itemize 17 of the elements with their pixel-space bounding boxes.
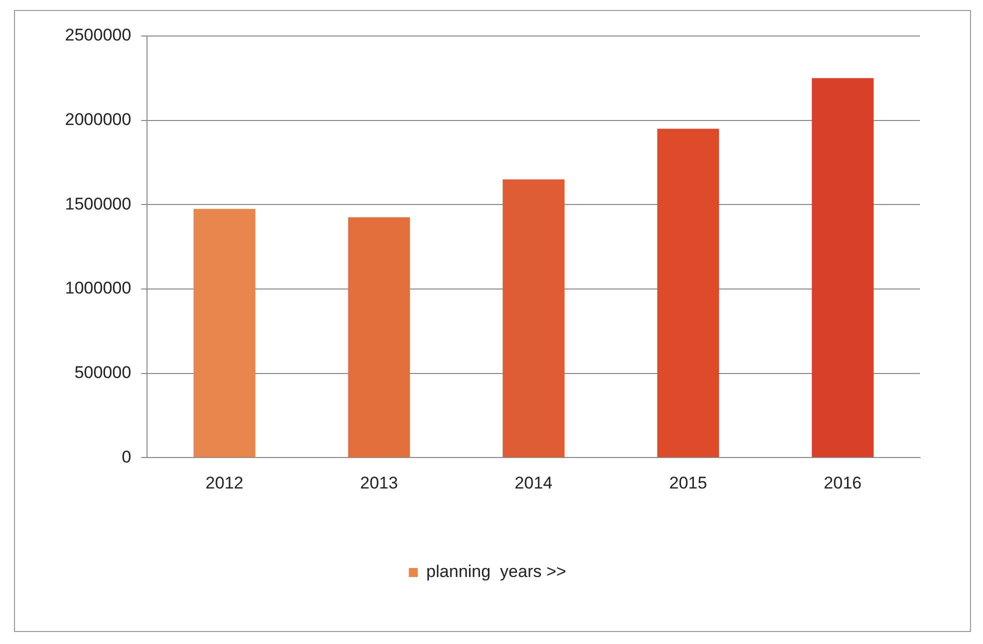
x-tick-label: 2013 — [360, 473, 398, 492]
y-tick-label: 500000 — [74, 362, 132, 382]
bar — [194, 208, 256, 458]
bar — [348, 217, 410, 458]
y-tick-label: 2000000 — [64, 110, 132, 130]
y-tick-label: 0 — [122, 447, 132, 466]
y-tick-label: 1000000 — [64, 278, 132, 298]
legend-label: planning years >> — [426, 562, 566, 582]
bar — [657, 128, 720, 458]
bar — [812, 78, 874, 458]
y-tick-label: 2500000 — [64, 26, 132, 45]
x-tick-label: 2015 — [669, 473, 708, 492]
bar — [502, 179, 565, 458]
x-tick-label: 2016 — [824, 473, 862, 492]
x-tick-label: 2012 — [206, 473, 244, 492]
x-tick-label: 2014 — [514, 473, 553, 492]
y-tick-label: 1500000 — [64, 194, 132, 214]
